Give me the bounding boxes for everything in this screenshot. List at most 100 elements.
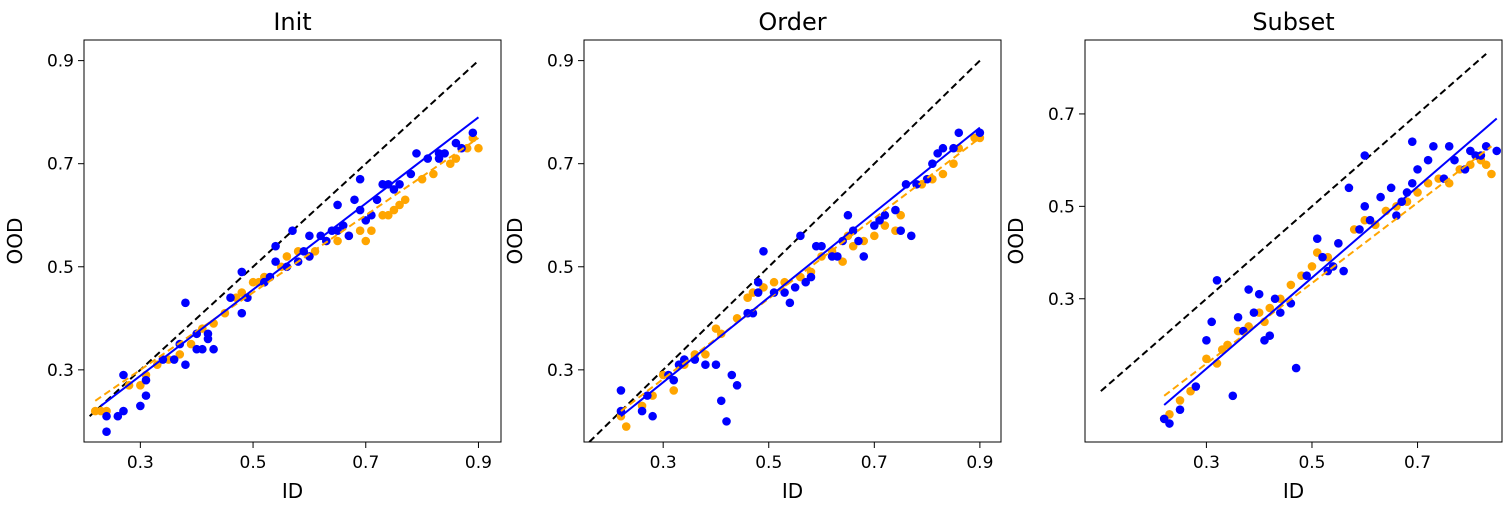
orange-data-point [1481, 160, 1491, 170]
blue-data-point [271, 257, 280, 266]
blue-data-point [1312, 234, 1322, 243]
x-tick-label: 0.5 [1298, 453, 1325, 473]
x-axis-label: ID [782, 479, 803, 503]
blue-data-point [102, 411, 111, 421]
orange-data-point [395, 200, 404, 210]
blue-data-point [875, 216, 884, 225]
y-axis-label: OOD [1004, 218, 1028, 265]
orange-data-point [451, 154, 461, 163]
y-axis-label: OOD [503, 218, 527, 265]
blue-data-point [870, 221, 879, 230]
orange-data-point [1487, 169, 1496, 179]
y-tick-label: 0.3 [1048, 290, 1075, 310]
orange-data-point [136, 381, 145, 390]
y-tick-label: 0.9 [47, 52, 74, 72]
blue-data-point [716, 396, 726, 406]
orange-data-point [848, 241, 858, 251]
blue-data-point [1334, 239, 1343, 248]
orange-data-point [1286, 280, 1296, 290]
blue-data-point [237, 308, 247, 318]
orange-data-point [1265, 303, 1275, 313]
blue-data-point [912, 180, 921, 189]
orange-fit-line [94, 137, 480, 402]
orange-data-point [1423, 178, 1433, 188]
blue-data-point [119, 370, 128, 380]
x-tick-label: 0.7 [352, 453, 379, 473]
y-tick-label: 0.5 [1048, 197, 1075, 217]
blue-data-point [181, 360, 190, 369]
x-tick-label: 0.3 [1193, 453, 1220, 473]
chart-panel-2: Order 0.3 0.5 0.7 0.9 0.3 0.5 0.7 0.9 ID OOD [503, 8, 1002, 503]
orange-data-point [417, 174, 427, 184]
blue-data-point [169, 355, 179, 364]
blue-data-point [616, 386, 626, 395]
orange-data-point [367, 226, 376, 235]
blue-data-point [423, 154, 433, 163]
x-tick-label: 0.9 [465, 453, 492, 473]
blue-data-point [1233, 312, 1243, 322]
blue-data-point [1228, 391, 1238, 401]
blue-data-point [859, 252, 869, 261]
blue-fit-line [1163, 117, 1498, 406]
blue-data-point [906, 231, 916, 241]
plot-area [88, 59, 483, 436]
blue-data-point [1413, 165, 1422, 174]
blue-data-point [1202, 336, 1211, 345]
orange-data-point [355, 226, 365, 235]
blue-data-point [1492, 146, 1502, 156]
blue-data-point [954, 128, 964, 138]
blue-data-point [136, 401, 145, 411]
blue-data-point [181, 298, 190, 308]
blue-data-point [1392, 211, 1401, 220]
blue-data-point [1407, 137, 1417, 146]
identity-line [88, 59, 480, 417]
blue-data-point [1212, 275, 1222, 285]
orange-data-point [400, 195, 410, 205]
orange-fit-line [1163, 145, 1493, 397]
blue-data-point [1244, 285, 1253, 294]
blue-data-point [440, 149, 449, 158]
blue-data-point [880, 210, 890, 220]
blue-data-point [938, 143, 948, 153]
orange-data-point [938, 169, 948, 179]
orange-data-point [429, 169, 438, 179]
x-tick-label: 0.5 [755, 453, 782, 473]
plot-area [1100, 53, 1502, 428]
identity-line [1100, 53, 1487, 392]
blue-data-point [648, 411, 657, 421]
blue-data-point [817, 241, 826, 251]
orange-data-point [175, 350, 185, 359]
blue-data-point [1386, 183, 1396, 193]
orange-data-point [759, 283, 768, 292]
orange-data-point [843, 231, 853, 241]
orange-data-point [474, 143, 483, 153]
orange-data-point [1175, 396, 1185, 405]
blue-data-point [395, 180, 404, 189]
blue-data-point [1265, 331, 1275, 341]
y-tick-label: 0.3 [547, 361, 574, 381]
blue-data-point [1423, 155, 1433, 165]
blue-data-point [785, 298, 795, 308]
blue-data-point [1481, 141, 1491, 151]
blue-data-point [701, 360, 710, 369]
blue-data-point [333, 200, 342, 210]
orange-data-point [701, 350, 710, 359]
orange-data-point [282, 252, 292, 261]
orange-data-point [780, 277, 789, 287]
blue-data-point [759, 247, 768, 256]
x-tick-label: 0.3 [127, 453, 154, 473]
orange-data-point [361, 236, 371, 246]
blue-data-point [843, 210, 853, 220]
blue-data-point [468, 128, 478, 138]
blue-data-point [854, 236, 863, 246]
y-tick-label: 0.7 [547, 155, 574, 175]
blue-data-point [141, 375, 151, 385]
blue-data-point [1344, 183, 1354, 193]
blue-data-point [383, 180, 393, 189]
plot-frame [1084, 39, 1503, 443]
blue-data-point [833, 252, 842, 261]
orange-data-point [769, 277, 779, 287]
y-tick-label: 0.5 [547, 258, 574, 278]
blue-data-point [271, 241, 280, 251]
y-tick-label: 0.5 [47, 258, 74, 278]
